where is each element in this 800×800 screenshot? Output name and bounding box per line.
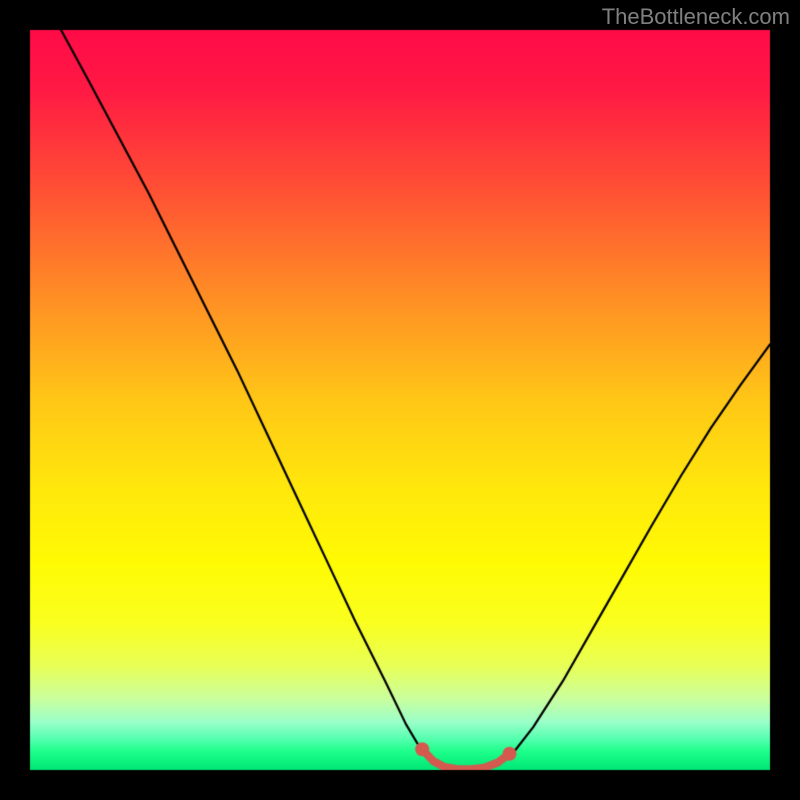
bottleneck-chart — [0, 0, 800, 800]
watermark-text: TheBottleneck.com — [602, 4, 790, 30]
